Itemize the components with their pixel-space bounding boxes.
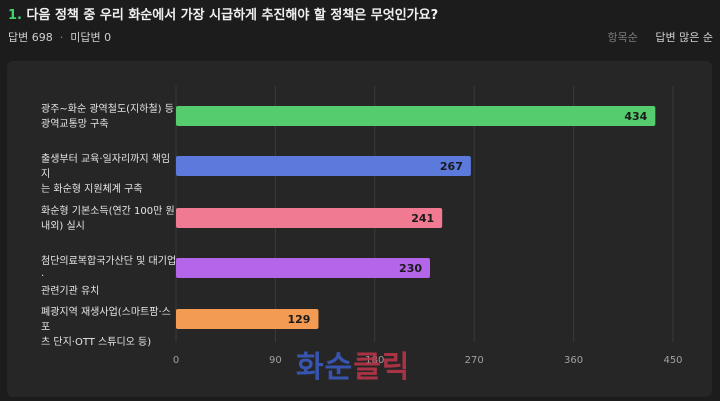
response-meta: 답변 698 · 미답변 0 (8, 29, 111, 45)
bar[interactable] (176, 156, 471, 176)
category-label-line: 츠 단지·OTT 스튜디오 등) (41, 337, 152, 348)
sort-most-answers-button[interactable]: 답변 많은 순 (655, 31, 713, 44)
category-label-line: 광역교통망 구축 (41, 119, 109, 130)
bar[interactable] (176, 258, 431, 278)
unanswered-count: 미답변 0 (70, 31, 112, 44)
category-label-line: 화순형 기본소득(연간 100만 원 (41, 206, 175, 217)
x-tick-label: 270 (465, 355, 484, 366)
meta-separator: · (59, 31, 64, 44)
category-label-line: 출생부터 교육·일자리까지 책임지 (41, 154, 171, 180)
sort-options: 항목순 답변 많은 순 (594, 29, 713, 45)
x-tick-label: 450 (663, 355, 682, 366)
bar-chart: 0 90 180 270 360 450 434 267 241 230 129 (173, 86, 683, 366)
chart-panel: 0 90 180 270 360 450 434 267 241 230 129 광주~화순 광역철… (7, 61, 712, 397)
x-tick-label: 180 (365, 355, 384, 366)
category-label-line: 관련기관 유치 (41, 286, 100, 297)
question-number: 1. (8, 8, 22, 23)
category-label-line: 폐광지역 재생사업(스마트팜·스포 (41, 307, 171, 333)
x-tick-label: 90 (269, 355, 282, 366)
answer-count: 답변 698 (8, 31, 53, 44)
bar[interactable] (176, 309, 319, 329)
question-title: 1. 다음 정책 중 우리 화순에서 가장 시급하게 추진해야 할 정책은 무엇… (8, 4, 438, 23)
watermark-part2: 클릭 (353, 350, 411, 385)
category-label-line: 내외) 실시 (41, 221, 85, 232)
bar-value-label: 129 (288, 313, 311, 326)
category-label-line: 는 화순형 지원체계 구축 (41, 184, 143, 195)
category-label: 첨단의료복합국가산단 및 대기업· 관련기관 유치 (41, 254, 177, 299)
x-tick-label: 360 (564, 355, 583, 366)
category-label-line: 광주~화순 광역철도(지하철) 등 (41, 104, 174, 115)
bar[interactable] (176, 106, 656, 126)
bar-value-label: 230 (399, 262, 422, 275)
bar-value-label: 267 (440, 160, 463, 173)
sort-item-order-button[interactable]: 항목순 (607, 31, 638, 44)
bar-value-label: 241 (411, 212, 434, 225)
watermark-logo: 화순클릭 (296, 342, 410, 386)
watermark-part1: 화순 (296, 350, 354, 385)
question-text: 다음 정책 중 우리 화순에서 가장 시급하게 추진해야 할 정책은 무엇인가요… (26, 8, 439, 23)
bar-value-label: 434 (624, 110, 647, 123)
bar[interactable] (176, 208, 443, 228)
x-tick-label: 0 (173, 355, 179, 366)
category-label-line: 첨단의료복합국가산단 및 대기업· (41, 256, 177, 282)
